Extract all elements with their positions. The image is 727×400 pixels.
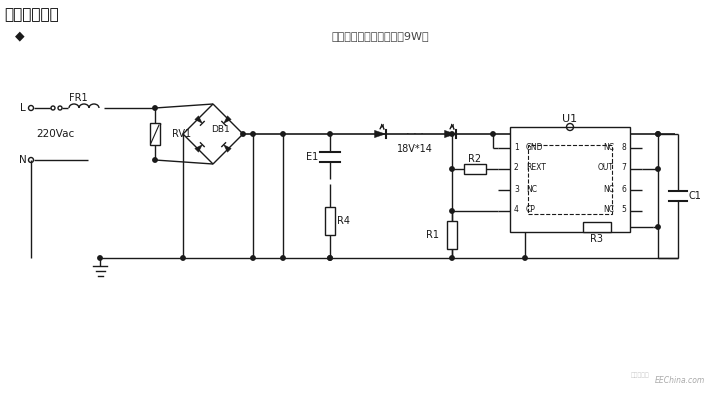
Text: 电子发烧友: 电子发烧友 <box>630 372 649 378</box>
Text: · · ·: · · · <box>406 129 424 139</box>
Text: R2: R2 <box>468 154 481 164</box>
Text: DB1: DB1 <box>212 126 230 134</box>
Text: E1: E1 <box>306 152 318 162</box>
Circle shape <box>450 167 454 171</box>
Text: C1: C1 <box>688 191 702 201</box>
Circle shape <box>656 167 660 171</box>
Text: 7: 7 <box>621 164 626 172</box>
Text: GND: GND <box>526 142 544 152</box>
Bar <box>528 145 612 214</box>
Text: FR1: FR1 <box>69 93 88 103</box>
Text: R3: R3 <box>590 234 603 244</box>
Text: 3: 3 <box>514 184 519 194</box>
Circle shape <box>98 256 103 260</box>
Text: 2: 2 <box>514 164 519 172</box>
Polygon shape <box>444 130 456 138</box>
Text: NC: NC <box>603 184 614 194</box>
Polygon shape <box>195 145 202 152</box>
Circle shape <box>181 256 185 260</box>
Text: 18V*14: 18V*14 <box>397 144 433 154</box>
Circle shape <box>251 132 255 136</box>
Text: N: N <box>19 155 27 165</box>
Circle shape <box>281 132 285 136</box>
Polygon shape <box>224 145 231 152</box>
Text: L: L <box>20 103 26 113</box>
Text: REXT: REXT <box>526 164 546 172</box>
Text: RV1: RV1 <box>172 129 191 139</box>
Text: CP: CP <box>526 206 536 214</box>
Text: 1: 1 <box>514 142 519 152</box>
Polygon shape <box>195 116 202 123</box>
Text: NC: NC <box>526 184 537 194</box>
Circle shape <box>656 132 660 136</box>
Bar <box>510 127 630 232</box>
Bar <box>582 222 611 232</box>
Text: EEChina.com: EEChina.com <box>655 376 705 385</box>
Circle shape <box>523 256 527 260</box>
Text: 6: 6 <box>621 184 626 194</box>
Circle shape <box>328 256 332 260</box>
Circle shape <box>281 256 285 260</box>
Text: 4: 4 <box>514 206 519 214</box>
Bar <box>464 164 486 174</box>
Text: 220Vac: 220Vac <box>36 129 74 139</box>
Bar <box>325 207 335 235</box>
Text: 无频闪恒功率应用方案（9W）: 无频闪恒功率应用方案（9W） <box>332 31 429 41</box>
Bar <box>447 220 457 248</box>
Text: NC: NC <box>603 142 614 152</box>
Circle shape <box>251 256 255 260</box>
Text: OUT: OUT <box>598 164 614 172</box>
Text: 8: 8 <box>622 142 626 152</box>
Text: R1: R1 <box>426 230 439 240</box>
Text: ◆: ◆ <box>15 30 25 42</box>
Circle shape <box>153 158 157 162</box>
Text: U1: U1 <box>563 114 577 124</box>
Text: NC: NC <box>603 206 614 214</box>
Bar <box>150 123 160 145</box>
Circle shape <box>153 106 157 110</box>
Text: 5: 5 <box>621 206 626 214</box>
Text: 典型应用方案: 典型应用方案 <box>4 7 59 22</box>
Polygon shape <box>374 130 385 138</box>
Circle shape <box>241 132 245 136</box>
Circle shape <box>450 256 454 260</box>
Circle shape <box>450 209 454 213</box>
Text: R4: R4 <box>337 216 350 226</box>
Circle shape <box>450 132 454 136</box>
Polygon shape <box>224 116 231 123</box>
Circle shape <box>656 132 660 136</box>
Circle shape <box>656 225 660 229</box>
Circle shape <box>491 132 495 136</box>
Circle shape <box>328 132 332 136</box>
Circle shape <box>328 256 332 260</box>
